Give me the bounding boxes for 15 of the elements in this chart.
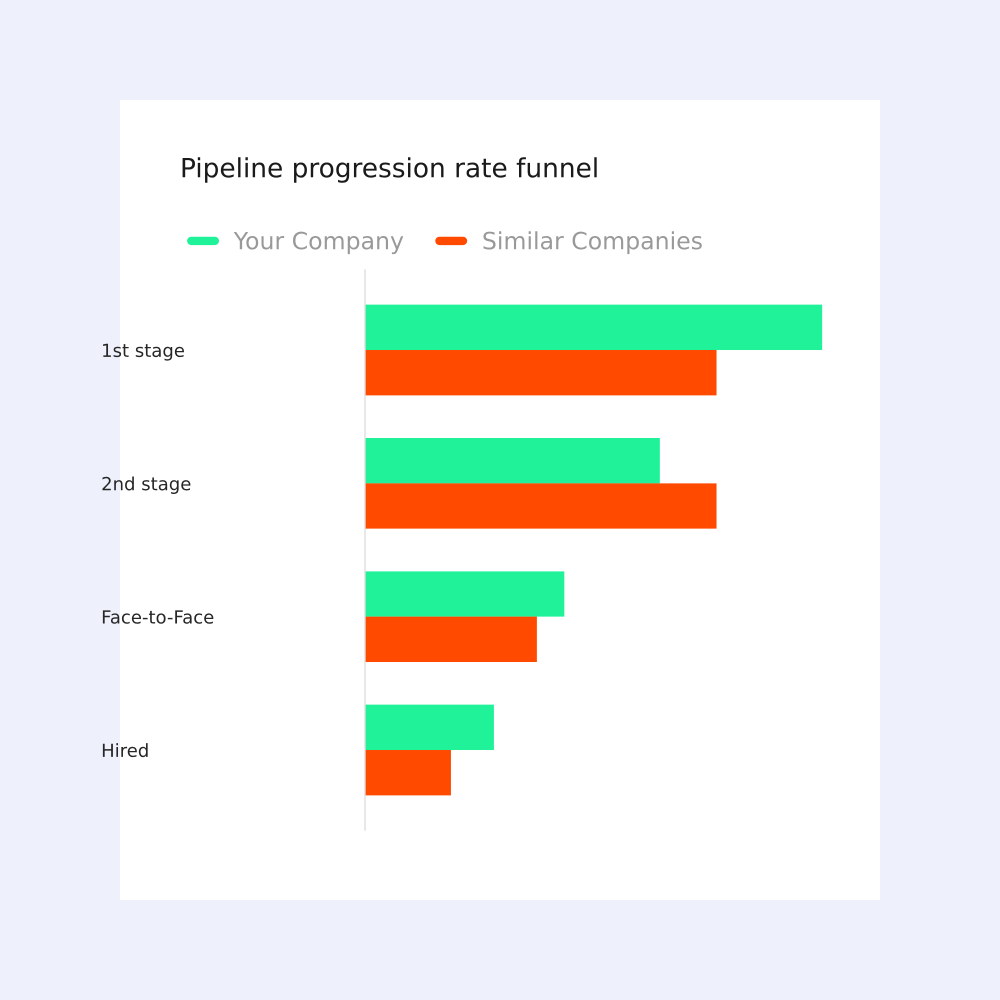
- y-tick-label: 1st stage: [103, 344, 184, 361]
- legend-label: Your Company: [234, 232, 404, 254]
- bar: [365, 616, 537, 662]
- bar: [365, 483, 717, 529]
- y-tick-label: 2nd stage: [102, 476, 190, 494]
- bar: [365, 571, 564, 617]
- y-tick-label: Hired: [102, 743, 148, 758]
- bar: [365, 750, 451, 796]
- y-tick-label: Face-to-Face: [102, 610, 214, 624]
- bar: [365, 438, 660, 484]
- bar: [365, 350, 717, 396]
- legend-label: Similar Companies: [483, 231, 702, 254]
- bar: [365, 704, 494, 750]
- chart-title: Pipeline progression rate funnel: [182, 157, 597, 183]
- bar: [365, 304, 822, 350]
